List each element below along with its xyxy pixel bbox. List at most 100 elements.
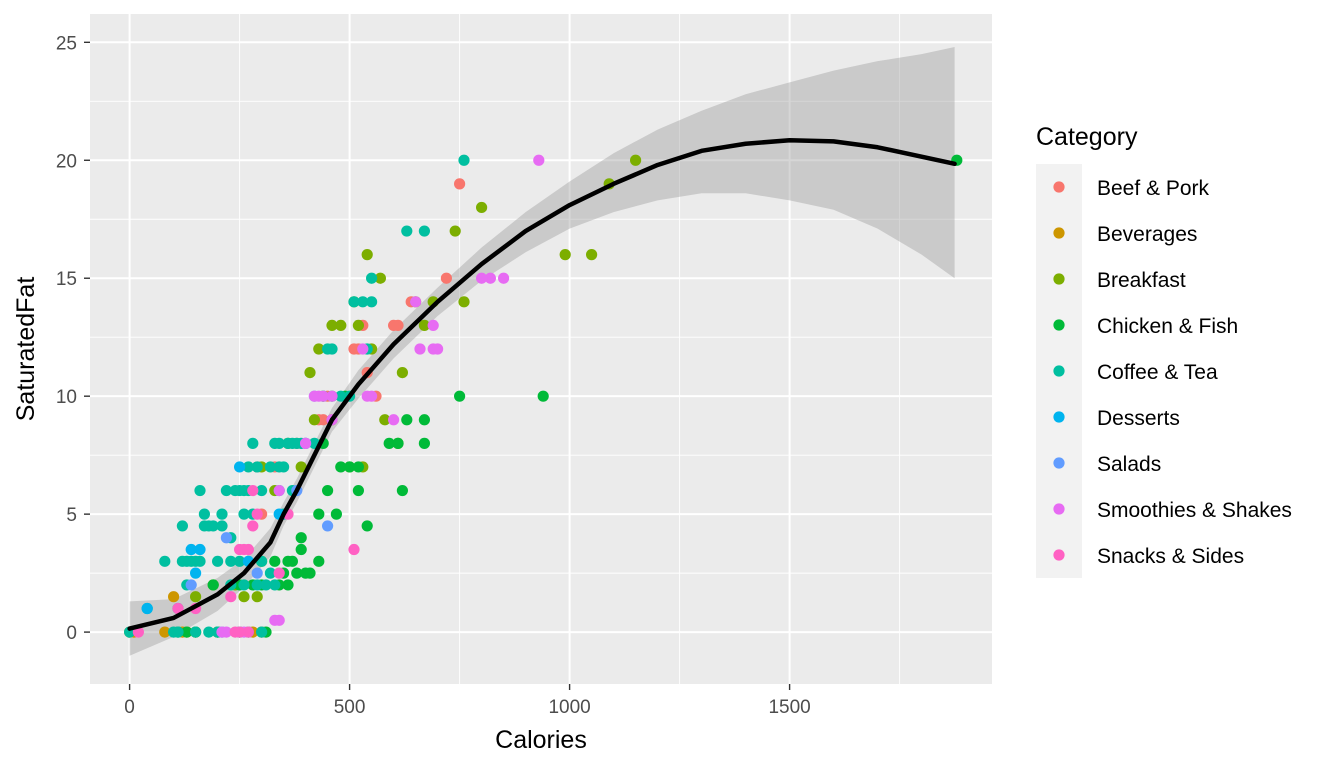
y-axis: 0 5 10 15 20 25: [56, 33, 90, 644]
y-tick-label: 5: [66, 505, 77, 526]
legend-label: Breakfast: [1097, 269, 1186, 292]
point-chicken-fish: [269, 555, 281, 567]
point-breakfast: [295, 461, 307, 473]
point-smoothies-shakes: [414, 343, 426, 355]
point-chicken-fish: [295, 532, 307, 544]
point-breakfast: [418, 319, 430, 332]
loess-line: [127, 137, 957, 631]
point-chicken-fish: [418, 437, 430, 449]
y-tick-label: 0: [66, 623, 77, 644]
point-coffee-tea: [198, 520, 210, 532]
point-chicken-fish: [282, 579, 294, 591]
point-beverages: [168, 591, 180, 603]
point-coffee-tea: [348, 296, 360, 308]
point-salads: [251, 567, 263, 579]
point-smoothies-shakes: [533, 154, 545, 166]
point-breakfast: [476, 201, 488, 214]
legend-key-point: [1053, 319, 1065, 331]
point-coffee-tea: [335, 390, 347, 402]
point-breakfast: [559, 249, 571, 261]
point-coffee-tea: [260, 579, 272, 591]
legend-label: Beef & Pork: [1097, 177, 1210, 200]
point-coffee-tea: [326, 343, 338, 355]
point-chicken-fish: [295, 543, 307, 556]
point-coffee-tea: [269, 579, 281, 591]
point-coffee-tea: [212, 555, 224, 567]
point-coffee-tea: [273, 437, 285, 449]
point-snacks-sides: [348, 543, 360, 556]
point-smoothies-shakes: [432, 343, 444, 355]
point-chicken-fish: [282, 555, 294, 567]
point-chicken-fish: [207, 579, 219, 591]
x-tick-label: 500: [334, 697, 366, 718]
point-breakfast: [326, 319, 338, 332]
point-smoothies-shakes: [476, 272, 488, 284]
point-coffee-tea: [366, 272, 378, 284]
point-salads: [322, 520, 334, 532]
y-tick-label: 25: [56, 33, 77, 54]
legend-label: Salads: [1097, 453, 1161, 476]
point-coffee-tea: [357, 296, 369, 308]
legend-key-point: [1053, 549, 1065, 561]
x-axis-title: Calories: [495, 726, 587, 754]
point-smoothies-shakes: [484, 272, 496, 284]
minor-gridlines: [90, 14, 992, 684]
point-beef-pork: [348, 343, 360, 355]
point-coffee-tea: [251, 461, 263, 473]
point-smoothies-shakes: [220, 626, 232, 638]
plot-panel: [90, 14, 992, 684]
point-snacks-sides: [247, 484, 259, 497]
point-breakfast: [361, 249, 373, 261]
y-axis-title: SaturatedFat: [12, 277, 40, 422]
x-axis: 0 500 1000 1500: [124, 684, 811, 718]
legend-label: Desserts: [1097, 407, 1180, 430]
legend-key-point: [1053, 227, 1065, 239]
point-chicken-fish: [352, 461, 364, 473]
point-smoothies-shakes: [388, 414, 400, 426]
point-snacks-sides: [242, 626, 254, 638]
point-smoothies-shakes: [300, 437, 312, 449]
point-chicken-fish: [392, 437, 404, 449]
point-snacks-sides: [234, 626, 246, 638]
point-salads: [220, 532, 232, 544]
legend-key-point: [1053, 411, 1065, 423]
legend-label: Smoothies & Shakes: [1097, 499, 1292, 522]
point-coffee-tea: [264, 461, 276, 473]
y-tick-label: 10: [56, 387, 77, 408]
point-coffee-tea: [242, 461, 254, 473]
point-coffee-tea: [247, 437, 259, 449]
legend-label: Coffee & Tea: [1097, 361, 1218, 384]
point-chicken-fish: [537, 390, 549, 402]
point-breakfast: [238, 591, 250, 603]
point-coffee-tea: [264, 567, 276, 579]
point-beef-pork: [388, 319, 400, 332]
point-breakfast: [251, 591, 263, 603]
point-coffee-tea: [225, 555, 237, 567]
point-desserts: [185, 543, 197, 556]
point-chicken-fish: [344, 461, 356, 473]
point-beef-pork: [454, 178, 466, 190]
point-breakfast: [449, 225, 461, 237]
point-smoothies-shakes: [357, 343, 369, 355]
point-coffee-tea: [194, 555, 206, 567]
point-snacks-sides: [242, 543, 254, 556]
point-breakfast: [308, 414, 320, 426]
point-breakfast: [396, 366, 408, 379]
point-chicken-fish: [291, 567, 303, 579]
point-snacks-sides: [247, 520, 259, 532]
point-breakfast: [352, 319, 364, 332]
point-coffee-tea: [168, 626, 180, 638]
point-smoothies-shakes: [317, 390, 329, 402]
point-snacks-sides: [273, 567, 285, 579]
point-coffee-tea: [238, 484, 250, 497]
point-snacks-sides: [251, 508, 263, 520]
point-coffee-tea: [203, 626, 215, 638]
point-chicken-fish: [383, 437, 395, 449]
legend-title: Category: [1036, 123, 1138, 151]
point-coffee-tea: [251, 579, 263, 591]
point-breakfast: [190, 591, 202, 603]
point-smoothies-shakes: [273, 484, 285, 497]
x-tick-label: 0: [124, 697, 135, 718]
point-coffee-tea: [176, 520, 188, 532]
